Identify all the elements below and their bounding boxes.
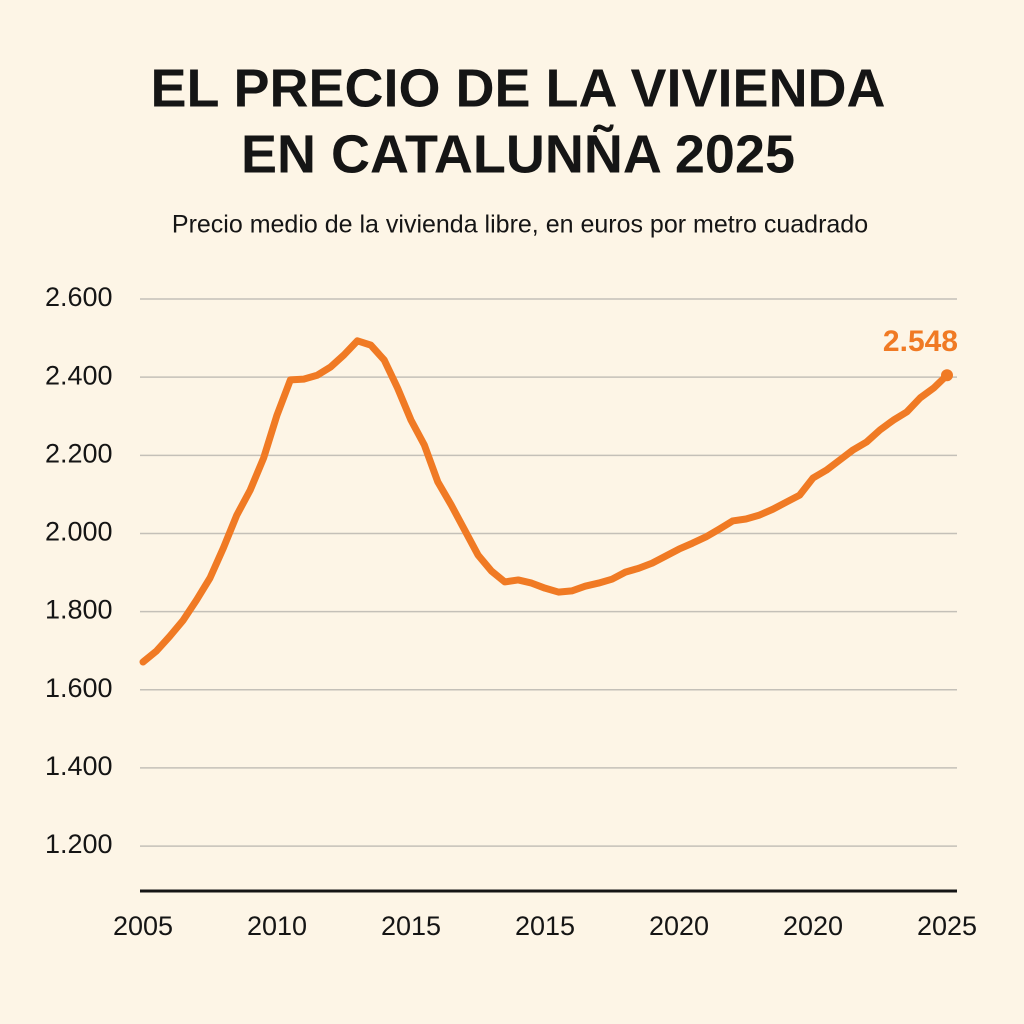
- annotation: 2.548: [883, 325, 958, 358]
- chart-title: EN CATALUNÑA 2025: [241, 124, 795, 184]
- y-tick-label: 1.400: [45, 751, 113, 781]
- y-tick-label: 2.400: [45, 360, 113, 390]
- y-tick-label: 2.600: [45, 282, 113, 312]
- chart-subtitle: Precio medio de la vivienda libre, en eu…: [172, 211, 868, 239]
- x-tick-label: 2020: [783, 911, 843, 941]
- x-tick-label: 2015: [515, 911, 575, 941]
- y-tick-label: 1.800: [45, 595, 113, 625]
- y-tick-label: 2.000: [45, 517, 113, 547]
- x-tick-label: 2015: [381, 911, 441, 941]
- y-tick-label: 2.200: [45, 438, 113, 468]
- x-tick-label: 2020: [649, 911, 709, 941]
- chart-title: EL PRECIO DE LA VIVIENDA: [150, 58, 885, 118]
- y-tick-label: 1.600: [45, 673, 113, 703]
- end-point: [941, 369, 953, 382]
- x-tick-label: 2025: [917, 911, 977, 941]
- price-line: [139, 337, 951, 666]
- x-tick-label: 2010: [247, 911, 307, 941]
- x-tick-label: 2005: [113, 911, 173, 941]
- y-tick-label: 1.200: [45, 829, 113, 859]
